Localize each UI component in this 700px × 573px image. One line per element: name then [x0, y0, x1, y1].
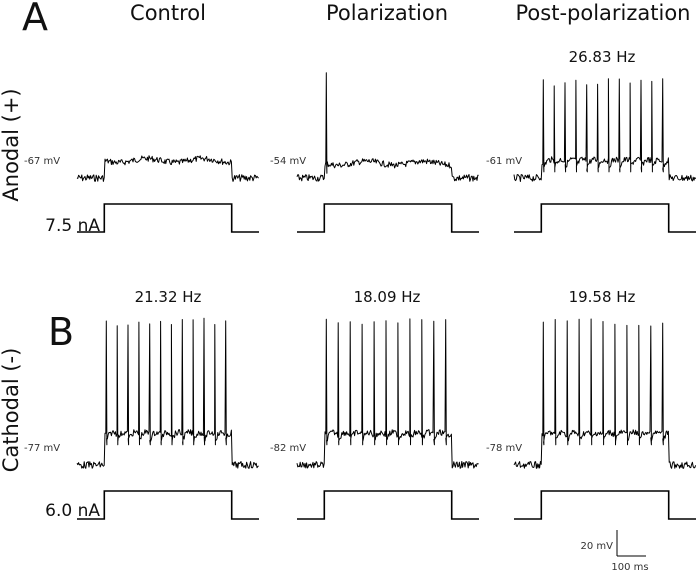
- current-step-anodal-post: [514, 203, 696, 233]
- current-label-cathodal: 6.0 nA: [45, 501, 100, 521]
- scale-bar: 20 mV 100 ms: [581, 530, 649, 573]
- scale-bar-time-label: 100 ms: [611, 562, 648, 573]
- firing-rate-cathodal-control: 21.32 Hz: [135, 288, 202, 306]
- rest-label-anodal-control: -67 mV: [24, 156, 60, 167]
- rest-label-cathodal-post: -78 mV: [486, 443, 522, 454]
- voltage-trace-cathodal-polarization: [296, 318, 479, 469]
- row-label-cathodal: Cathodal (-): [0, 348, 23, 473]
- row-label-anodal: Anodal (+): [0, 88, 23, 201]
- rest-label-cathodal-control: -77 mV: [24, 443, 60, 454]
- current-step-anodal-control: [77, 203, 259, 233]
- voltage-trace-cathodal-control: [76, 317, 259, 469]
- panel-letter-a: A: [22, 0, 48, 39]
- current-label-anodal: 7.5 nA: [45, 216, 100, 236]
- rest-label-cathodal-polarization: -82 mV: [270, 443, 306, 454]
- rest-label-anodal-post: -61 mV: [486, 156, 522, 167]
- panel-letter-b: B: [48, 310, 74, 354]
- firing-rate-cathodal-polarization: 18.09 Hz: [354, 288, 421, 306]
- current-step-anodal-polarization: [297, 203, 479, 233]
- rest-label-anodal-polarization: -54 mV: [270, 156, 306, 167]
- current-step-cathodal-control: [77, 490, 259, 520]
- scale-bar-voltage-label: 20 mV: [581, 541, 614, 552]
- firing-rate-anodal-post: 26.83 Hz: [569, 48, 636, 66]
- voltage-trace-anodal-control: [76, 155, 259, 182]
- column-title-polarization: Polarization: [326, 1, 448, 25]
- current-step-cathodal-post: [514, 490, 696, 520]
- current-step-cathodal-polarization: [297, 490, 479, 520]
- column-title-post-polarization: Post-polarization: [516, 1, 691, 25]
- column-title-control: Control: [130, 1, 206, 25]
- voltage-trace-cathodal-post: [513, 318, 697, 469]
- firing-rate-cathodal-post: 19.58 Hz: [569, 288, 636, 306]
- voltage-trace-anodal-polarization: [296, 72, 479, 182]
- voltage-trace-anodal-post: [513, 78, 697, 182]
